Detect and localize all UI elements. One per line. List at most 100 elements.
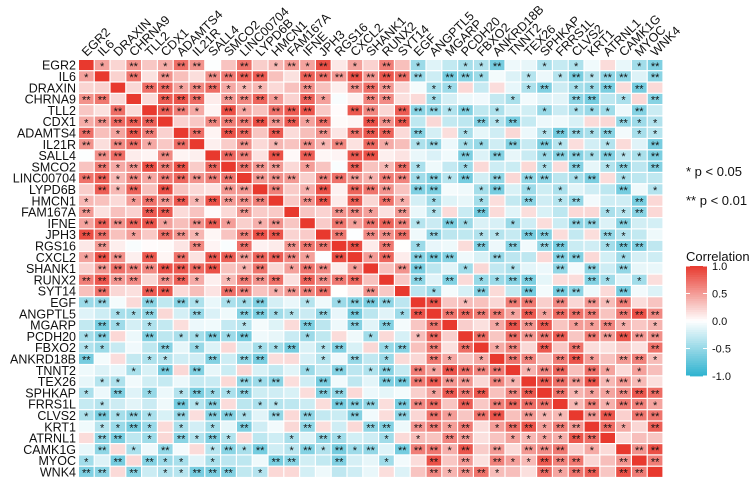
legend-title: Correlation [686,249,750,264]
heatmap-cell [189,71,205,82]
heatmap-cell [189,116,205,127]
heatmap-cell [410,455,426,466]
heatmap-cell [331,319,347,330]
legend-tick-label: -0.5 [712,344,731,356]
heatmap-cell [458,93,473,104]
heatmap-cell [600,274,615,285]
significance-mark: ** [603,411,612,423]
heatmap-cell [616,206,631,217]
heatmap-cell [600,116,615,127]
significance-mark: ** [335,445,344,457]
heatmap-cell [458,286,473,297]
significance-mark: ** [177,95,186,107]
heatmap-cell [252,82,268,93]
heatmap-cell [110,376,126,387]
heatmap-cell [158,274,173,285]
heatmap-cell [647,218,663,229]
significance-mark: ** [635,332,644,344]
heatmap-cell [632,105,647,116]
heatmap-cell [568,82,584,93]
significance-mark: ** [351,208,360,220]
heatmap-cell [252,240,268,251]
significance-mark: ** [556,242,565,254]
significance-mark: ** [398,377,407,389]
heatmap-cell [616,263,631,274]
heatmap-cell [189,286,205,297]
heatmap-cell [395,331,410,342]
significance-mark: ** [603,151,612,163]
heatmap-cell [221,342,236,353]
heatmap-cell [363,286,378,297]
heatmap-cell [458,161,473,172]
heatmap-cell [379,184,394,195]
heatmap-cell [142,93,157,104]
significance-mark: * [211,389,216,401]
heatmap-cell [395,353,410,364]
significance-mark: ** [461,389,470,401]
heatmap-cell [521,218,536,229]
heatmap-cell [363,365,378,376]
heatmap-cell [632,184,647,195]
heatmap-cell [79,444,94,455]
heatmap-cell [316,342,331,353]
significance-mark: ** [619,298,628,310]
heatmap-cell [426,93,442,104]
heatmap-cell [268,229,284,240]
significance-mark: ** [556,332,565,344]
significance-mark: ** [145,287,154,299]
significance-mark: ** [619,264,628,276]
significance-mark: ** [256,445,265,457]
heatmap-cell [221,82,236,93]
heatmap-cell [458,308,473,319]
significance-mark: * [116,321,121,333]
heatmap-cell [505,150,521,161]
significance-mark: ** [382,422,391,434]
row-label: PCDH20 [27,330,76,344]
heatmap-cell [268,60,284,71]
heatmap-cell [600,150,615,161]
heatmap-cell [568,229,584,240]
heatmap-cell [600,60,615,71]
significance-mark: * [448,174,453,186]
heatmap-cell [331,60,347,71]
significance-mark: ** [382,298,391,310]
row-label: SYT14 [38,285,76,299]
significance-mark: ** [619,242,628,254]
significance-mark: ** [208,434,217,446]
heatmap-cell [237,139,252,150]
heatmap-cell [537,263,552,274]
heatmap-cell [458,342,473,353]
significance-mark: * [621,321,626,333]
significance-mark: ** [493,377,502,389]
significance-mark: ** [272,276,281,288]
significance-mark: * [637,61,642,73]
legend-color-step [686,314,707,317]
heatmap-cell [489,150,505,161]
heatmap-cell [237,274,252,285]
heatmap-cell [521,206,536,217]
significance-mark: * [432,389,437,401]
heatmap-cell [521,71,536,82]
significance-mark: ** [556,287,565,299]
heatmap-cell [553,421,568,432]
heatmap-cell [363,252,378,263]
significance-mark: ** [382,95,391,107]
heatmap-cell [79,240,94,251]
heatmap-cell [647,410,663,421]
significance-mark: ** [193,95,202,107]
heatmap-cell [347,195,363,206]
significance-mark: ** [588,298,597,310]
heatmap-cell [284,274,299,285]
significance-mark: ** [351,72,360,84]
heatmap-cell [331,161,347,172]
heatmap-cell [584,308,600,319]
heatmap-cell [252,173,268,184]
significance-mark: ** [208,400,217,412]
significance-mark: ** [303,140,312,152]
heatmap-cell [189,297,205,308]
row-label: SMCO2 [32,160,77,174]
significance-mark: ** [335,456,344,468]
heatmap-cell [379,410,394,421]
heatmap-cell [410,466,426,477]
significance-mark: ** [129,61,138,73]
